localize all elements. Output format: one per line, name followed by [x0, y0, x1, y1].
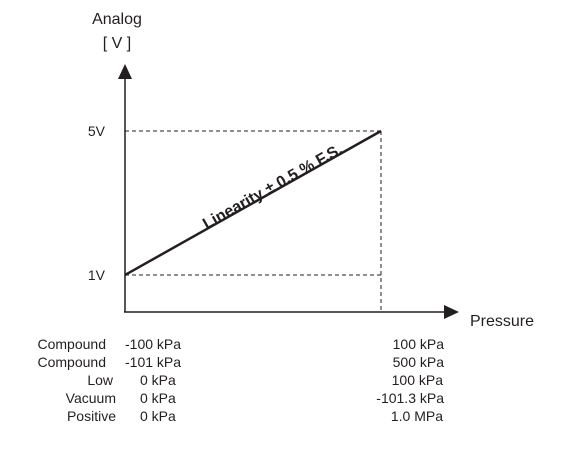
range-max-label: 100 kPa — [392, 372, 444, 388]
x-axis-arrowhead — [444, 305, 459, 319]
range-min-label: -101 kPa — [125, 354, 181, 370]
y-tick-label: 1V — [88, 267, 106, 283]
range-min-label: 0 kPa — [140, 390, 176, 406]
pressure-range-table: Compound -100 kPa 100 kPa Compound -101 … — [38, 336, 445, 424]
range-type-label: Compound — [38, 354, 107, 370]
y-axis-title: Analog — [92, 11, 142, 28]
y-axis-unit: [ V ] — [103, 35, 131, 52]
linearity-annotation: Linearity ± 0.5 % F.S. — [200, 141, 345, 233]
x-axis-title: Pressure — [470, 313, 534, 330]
range-type-label: Positive — [67, 408, 116, 424]
y-axis-arrowhead — [118, 64, 132, 79]
range-max-label: 1.0 MPa — [391, 408, 443, 424]
y-tick-label: 5V — [88, 123, 106, 139]
series-line — [124, 129, 382, 277]
range-max-label: 100 kPa — [393, 336, 445, 352]
range-min-label: -100 kPa — [125, 336, 181, 352]
range-min-label: 0 kPa — [140, 408, 176, 424]
range-min-label: 0 kPa — [140, 372, 176, 388]
range-max-label: 500 kPa — [393, 354, 445, 370]
range-type-label: Vacuum — [66, 390, 116, 406]
range-type-label: Compound — [38, 336, 107, 352]
range-max-label: -101.3 kPa — [376, 390, 444, 406]
range-type-label: Low — [87, 372, 114, 388]
